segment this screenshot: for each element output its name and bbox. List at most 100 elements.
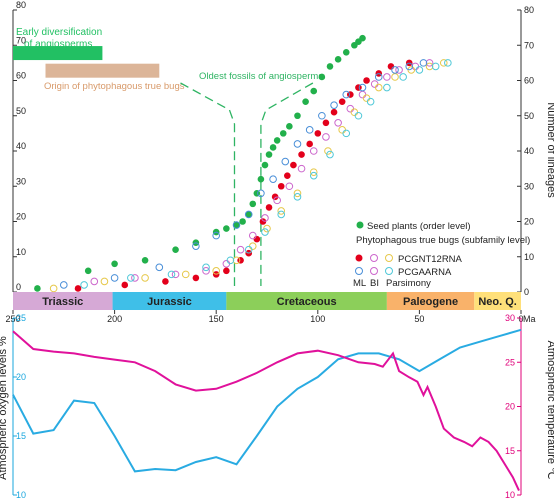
legend-ml-label: ML — [353, 278, 366, 289]
scatter-point — [284, 172, 291, 179]
period-label: Jurassic — [147, 296, 192, 308]
scatter-point — [415, 66, 424, 74]
temperature-tick-label: 10 — [505, 490, 515, 500]
scatter-point — [318, 111, 326, 120]
scatter-point — [277, 210, 286, 219]
scatter-point — [212, 231, 220, 240]
scatter-point — [431, 62, 440, 71]
scatter-point — [111, 260, 118, 268]
scatter-point — [419, 59, 428, 67]
scatter-point — [347, 91, 354, 98]
scatter-point — [269, 175, 277, 183]
legend: Seed plants (order level) Phytophagous t… — [353, 221, 530, 289]
scatter-point — [277, 182, 285, 190]
legend-parsimony-label: Parsimony — [386, 278, 431, 289]
top-left-ticks: 0 10 20 30 40 50 60 70 80 — [13, 0, 26, 293]
scatter-point — [354, 111, 363, 120]
scatter-point — [334, 119, 342, 127]
scatter-point — [257, 175, 265, 183]
scatter-point — [192, 242, 200, 250]
scatter-point — [172, 246, 179, 253]
scatter-point — [131, 274, 139, 282]
temperature-series-line — [12, 330, 520, 492]
scatter-point — [342, 90, 351, 99]
time-tick-label: 100 — [310, 314, 325, 324]
legend-row1-bi — [370, 254, 378, 262]
scatter-point — [265, 204, 273, 211]
scatter-point — [261, 161, 269, 169]
legend-row1-ml — [355, 254, 363, 262]
scatter-point — [181, 270, 190, 279]
scatter-point — [383, 73, 391, 81]
scatter-point — [253, 235, 261, 243]
scatter-point — [330, 101, 338, 109]
temperature-tick-label: 25 — [505, 357, 515, 367]
scatter-point — [121, 281, 129, 289]
scatter-point — [405, 62, 414, 71]
scatter-point — [223, 267, 230, 275]
legend-row2-ml — [355, 267, 363, 275]
top-left-tick-label: 30 — [16, 176, 26, 186]
top-left-tick-label: 80 — [16, 0, 26, 10]
scatter-point — [358, 90, 367, 99]
temperature-axis-ticks: 30 25 20 15 10 — [505, 313, 521, 500]
scatter-point — [60, 281, 68, 289]
scatter-point — [342, 129, 351, 138]
scatter-point — [306, 140, 313, 148]
scatter-point — [322, 119, 330, 127]
scatter-point — [80, 281, 88, 289]
scatter-point — [330, 108, 338, 116]
scatter-point — [290, 161, 297, 169]
scatter-point — [248, 242, 257, 250]
scatter-point — [387, 63, 395, 70]
top-left-tick-label: 50 — [16, 106, 26, 116]
time-tick-label: 200 — [107, 314, 122, 324]
early-diversification-label: Early diversification — [16, 27, 102, 38]
scatter-point — [334, 56, 342, 63]
origin-bugs-label: Origin of phytophagous true bugs — [44, 81, 185, 92]
scatter-point — [395, 66, 403, 74]
scatter-point — [355, 84, 362, 91]
top-right-tick-label: 10 — [524, 252, 534, 262]
period-label: Neo. Q. — [478, 296, 517, 308]
oxygen-axis-label: Atmospheric oxygen levels % — [0, 336, 9, 480]
scatter-point — [273, 196, 281, 205]
top-right-tick-label: 0 — [524, 287, 529, 297]
scatter-point — [314, 130, 322, 137]
oldest-fossils-label: Oldest fossils of angiosperms — [199, 71, 323, 82]
top-right-tick-label: 70 — [524, 40, 534, 50]
scatter-point — [318, 73, 326, 81]
top-right-tick-label: 50 — [524, 111, 534, 121]
scatter-point — [127, 274, 135, 282]
oxygen-tick-label: 20 — [16, 372, 26, 382]
scatter-point — [226, 256, 235, 265]
top-left-tick-label: 40 — [16, 141, 26, 151]
scatter-point — [374, 73, 383, 81]
scatter-point — [326, 150, 334, 159]
scatter-point — [271, 193, 279, 201]
origin-bugs-bar — [45, 63, 160, 78]
top-right-tick-label: 60 — [524, 76, 534, 86]
scatter-point — [363, 77, 370, 84]
oxygen-tick-label: 25 — [16, 313, 26, 323]
scatter-point — [399, 73, 407, 81]
scatter-point — [326, 63, 334, 70]
scatter-point — [281, 157, 290, 166]
top-right-tick-label: 30 — [524, 181, 534, 191]
scatter-point — [202, 263, 210, 272]
scatter-point — [444, 59, 452, 67]
scatter-point — [293, 189, 302, 198]
oxygen-tick-label: 10 — [16, 490, 26, 500]
scatter-point — [253, 190, 261, 197]
scatter-point — [232, 256, 241, 265]
oldest-fossils-lines — [180, 82, 314, 286]
scatter-point — [233, 221, 240, 229]
top-left-tick-label: 60 — [16, 71, 26, 81]
legend-row2-pars — [385, 267, 393, 275]
scatter-point — [245, 211, 253, 218]
scatter-point — [297, 164, 306, 173]
early-diversification-label-line2: of angiosperms — [24, 39, 92, 50]
scatter-point — [244, 210, 253, 219]
early-diversification-bar — [13, 46, 103, 61]
top-left-tick-label: 10 — [16, 247, 26, 257]
